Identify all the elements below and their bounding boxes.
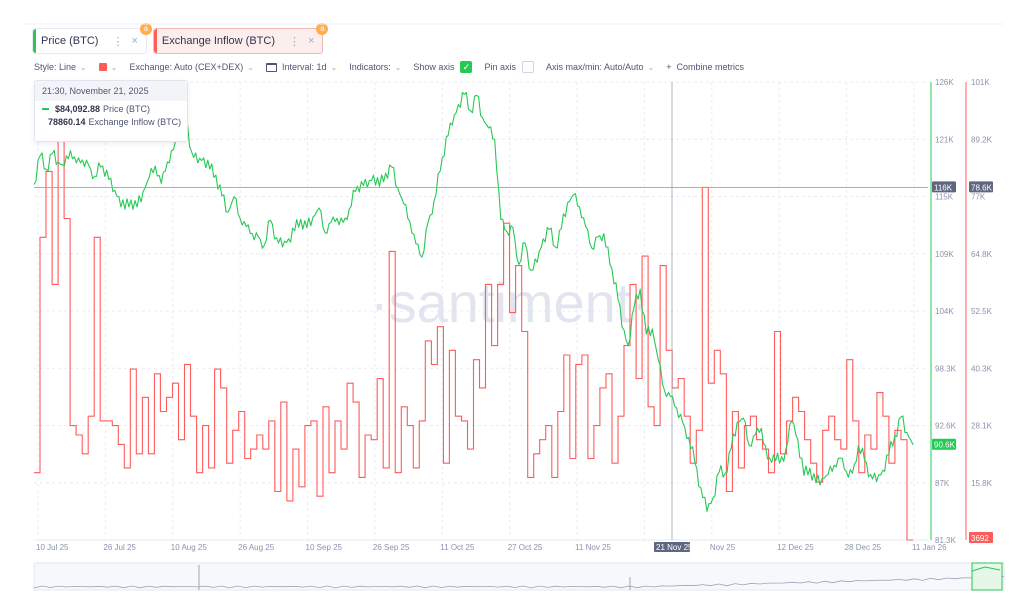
y-tick-right: 89.2K [971,135,993,144]
last-price-label-bg [932,438,956,450]
show-axis-label: Show axis [413,62,455,72]
tooltip-inflow-row: 78860.14 Exchange Inflow (BTC) [35,114,187,127]
y-tick-left: 109K [935,250,954,259]
x-tick-label: 26 Sep 25 [373,543,410,552]
pro-badge-icon: a [316,23,329,35]
tab-inflow-label: Exchange Inflow (BTC) [161,35,275,47]
indicators-dropdown[interactable]: Indicators: ⌄ [349,62,401,72]
crosshair-label-right: 78.6K [971,183,993,192]
close-icon[interactable]: × [131,35,138,47]
price-legend-icon [42,108,49,110]
more-options-icon[interactable]: ⋮ [289,35,300,48]
y-tick-right: 52.5K [971,307,993,316]
calendar-icon [265,62,277,72]
y-tick-right: 15.8K [971,479,993,488]
navigator-line [33,576,1005,589]
axis-maxmin-dropdown[interactable]: Axis max/min: Auto/Auto ⌄ [546,62,654,72]
chart-toolbar: Style: Line ⌄ ⌄ Exchange: Auto (CEX+DEX)… [34,60,756,74]
style-label: Style: Line [34,62,77,72]
checkbox-unchecked-icon[interactable] [521,61,534,73]
chevron-down-icon: ⌄ [247,62,254,72]
x-highlight-bg [654,542,690,552]
tooltip-date: 21:30, November 21, 2025 [35,81,187,101]
pin-axis-label: Pin axis [484,62,516,72]
x-tick-label: 11 Oct 25 [440,543,475,552]
crosshair-label-right-bg [969,181,993,193]
tab-exchange-inflow[interactable]: Exchange Inflow (BTC) ⋮ × a [152,23,329,54]
x-tick-label: 26 Jul 25 [103,543,136,552]
crosshair-label-left-bg [932,181,956,193]
tab-price-label: Price (BTC) [41,35,99,47]
x-tick-label: 10 Jul 25 [36,543,69,552]
y-tick-left: 115K [935,193,954,202]
y-tick-left: 121K [935,135,954,144]
more-options-icon[interactable]: ⋮ [112,35,124,48]
exchange-label: Exchange: Auto (CEX+DEX) [129,62,244,72]
last-inflow-label: 3692 [971,534,989,543]
chevron-down-icon: ⌄ [647,62,655,72]
chevron-down-icon: ⌄ [110,62,118,72]
inflow-color-bar [153,29,157,53]
x-tick-label: 26 Aug 25 [238,543,275,552]
x-tick-label: 10 Sep 25 [306,543,343,552]
chevron-down-icon: ⌄ [330,62,338,72]
x-tick-label: 11 Nov 25 [575,543,611,552]
y-tick-left: 87K [935,479,950,488]
y-tick-left: 126K [935,78,954,87]
interval-label: Interval: 1d [281,62,327,72]
navigator-bg [33,562,1005,591]
tooltip-price-row: $84,092.88 Price (BTC) [35,101,187,114]
x-tick-label: 27 Oct 25 [508,543,543,552]
y-tick-left: 98.3K [935,364,957,373]
x-tick-label: 11 Jan 26 [912,543,947,552]
pin-axis-toggle[interactable]: Pin axis [484,61,534,73]
color-picker[interactable]: ⌄ [98,62,118,72]
chevron-down-icon: ⌄ [80,62,87,72]
x-tick-label: 12 Dec 25 [777,543,814,552]
y-tick-right: 101K [971,78,990,87]
x-tick-label: Nov 25 [710,543,736,552]
indicators-label: Indicators: [349,62,391,72]
show-axis-toggle[interactable]: Show axis ✓ [413,61,473,73]
navigator-window-line [971,566,1001,572]
crosshair-label-left: 116K [934,183,953,192]
tooltip-inflow-label: Exchange Inflow (BTC) [88,117,182,127]
y-tick-left: 81.3K [935,536,957,545]
tooltip-price-value: $84,092.88 [55,104,101,114]
y-tick-right: 40.3K [971,364,993,373]
y-tick-left: 92.6K [935,422,957,431]
tab-price-btc[interactable]: Price (BTC) ⋮ × a [32,23,152,54]
style-dropdown[interactable]: Style: Line ⌄ [34,62,87,72]
combine-metrics-button[interactable]: + Combine metrics [666,62,744,72]
y-tick-right: 77K [971,193,986,202]
last-inflow-label-bg [969,532,993,543]
axis-maxmin-label: Axis max/min: Auto/Auto [545,62,644,72]
last-price-label: 90.6K [934,441,956,450]
plus-icon: + [666,62,672,72]
exchange-dropdown[interactable]: Exchange: Auto (CEX+DEX) ⌄ [129,62,254,72]
y-tick-right: 28.1K [971,422,993,431]
close-icon[interactable]: × [308,35,315,47]
tooltip-price-label: Price (BTC) [103,104,151,114]
y-tick-right: 64.8K [971,250,993,259]
x-tick-label: 28 Dec 25 [845,543,882,552]
price-color-bar [33,29,36,53]
chart-tooltip: 21:30, November 21, 2025 $84,092.88 Pric… [34,80,188,142]
pro-badge-icon: a [139,23,152,35]
x-highlight-label: 21 Nov 25 [656,543,693,552]
combine-metrics-label: Combine metrics [676,62,745,72]
tooltip-inflow-value: 78860.14 [48,117,86,127]
chevron-down-icon: ⌄ [394,62,402,72]
y-tick-left: 104K [935,307,954,316]
metric-tabs: Price (BTC) ⋮ × a Exchange Inflow (BTC) … [32,23,329,54]
x-tick-label: 10 Aug 25 [171,543,208,552]
interval-dropdown[interactable]: Interval: 1d ⌄ [265,62,338,72]
color-swatch-icon [98,63,107,71]
checkbox-checked-icon[interactable]: ✓ [460,61,473,73]
